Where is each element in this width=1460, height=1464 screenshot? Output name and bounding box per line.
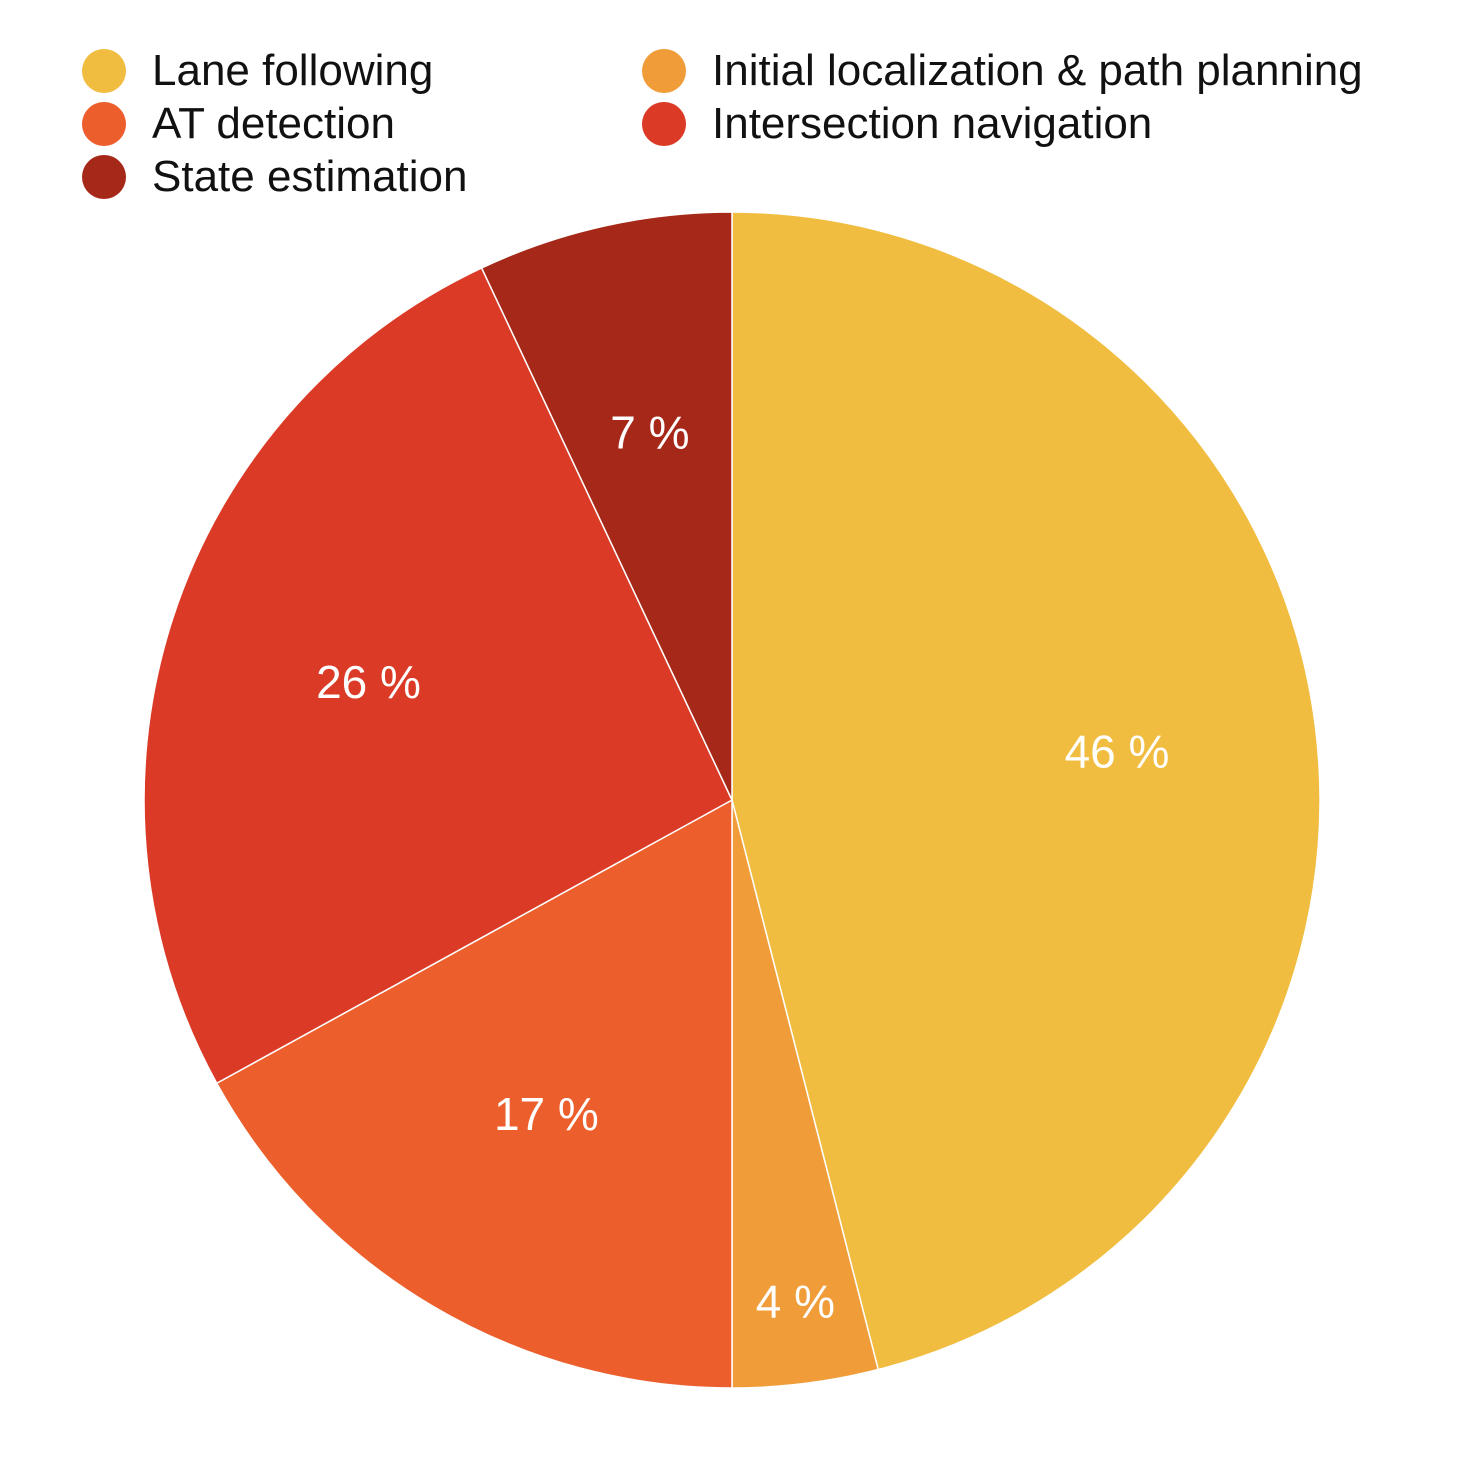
legend-swatch-icon <box>82 49 126 93</box>
legend-label: Initial localization & path planning <box>712 46 1363 95</box>
pie-slice-state-estimation <box>480 211 733 801</box>
legend-swatch-icon <box>82 155 126 199</box>
pie-slice-at-detection <box>215 798 733 1389</box>
legend-label: State estimation <box>152 152 468 201</box>
pie-slice-lane-following <box>731 211 1321 1371</box>
slice-label-lane-following: 46 % <box>1065 725 1170 777</box>
legend-label: Intersection navigation <box>712 99 1153 148</box>
legend-item-lane-following: Lane following <box>82 44 433 98</box>
legend-item-intersection-navigation: Intersection navigation <box>642 97 1152 151</box>
pie-slice-intersection-navigation <box>143 266 733 1085</box>
legend-swatch-icon <box>642 102 686 146</box>
legend-item-at-detection: AT detection <box>82 97 395 151</box>
slice-labels: 46 % 4 % 17 % 26 % 7 % <box>316 407 1169 1328</box>
legend-item-state-estimation: State estimation <box>82 150 468 204</box>
legend-label: Lane following <box>152 46 434 95</box>
chart-legend: Lane following AT detection State estimati… <box>0 0 1460 210</box>
slice-label-state-estimation: 7 % <box>610 407 689 459</box>
pie-slices <box>143 211 1321 1389</box>
legend-swatch-icon <box>642 49 686 93</box>
slice-label-initial-localization-and-path-planning: 4 % <box>756 1276 835 1328</box>
slice-label-intersection-navigation: 26 % <box>316 656 421 708</box>
legend-swatch-icon <box>82 102 126 146</box>
slice-label-at-detection: 17 % <box>494 1088 599 1140</box>
legend-item-initial-localization-and-path-planning: Initial localization & path planning <box>642 44 1363 98</box>
legend-label: AT detection <box>152 99 395 148</box>
